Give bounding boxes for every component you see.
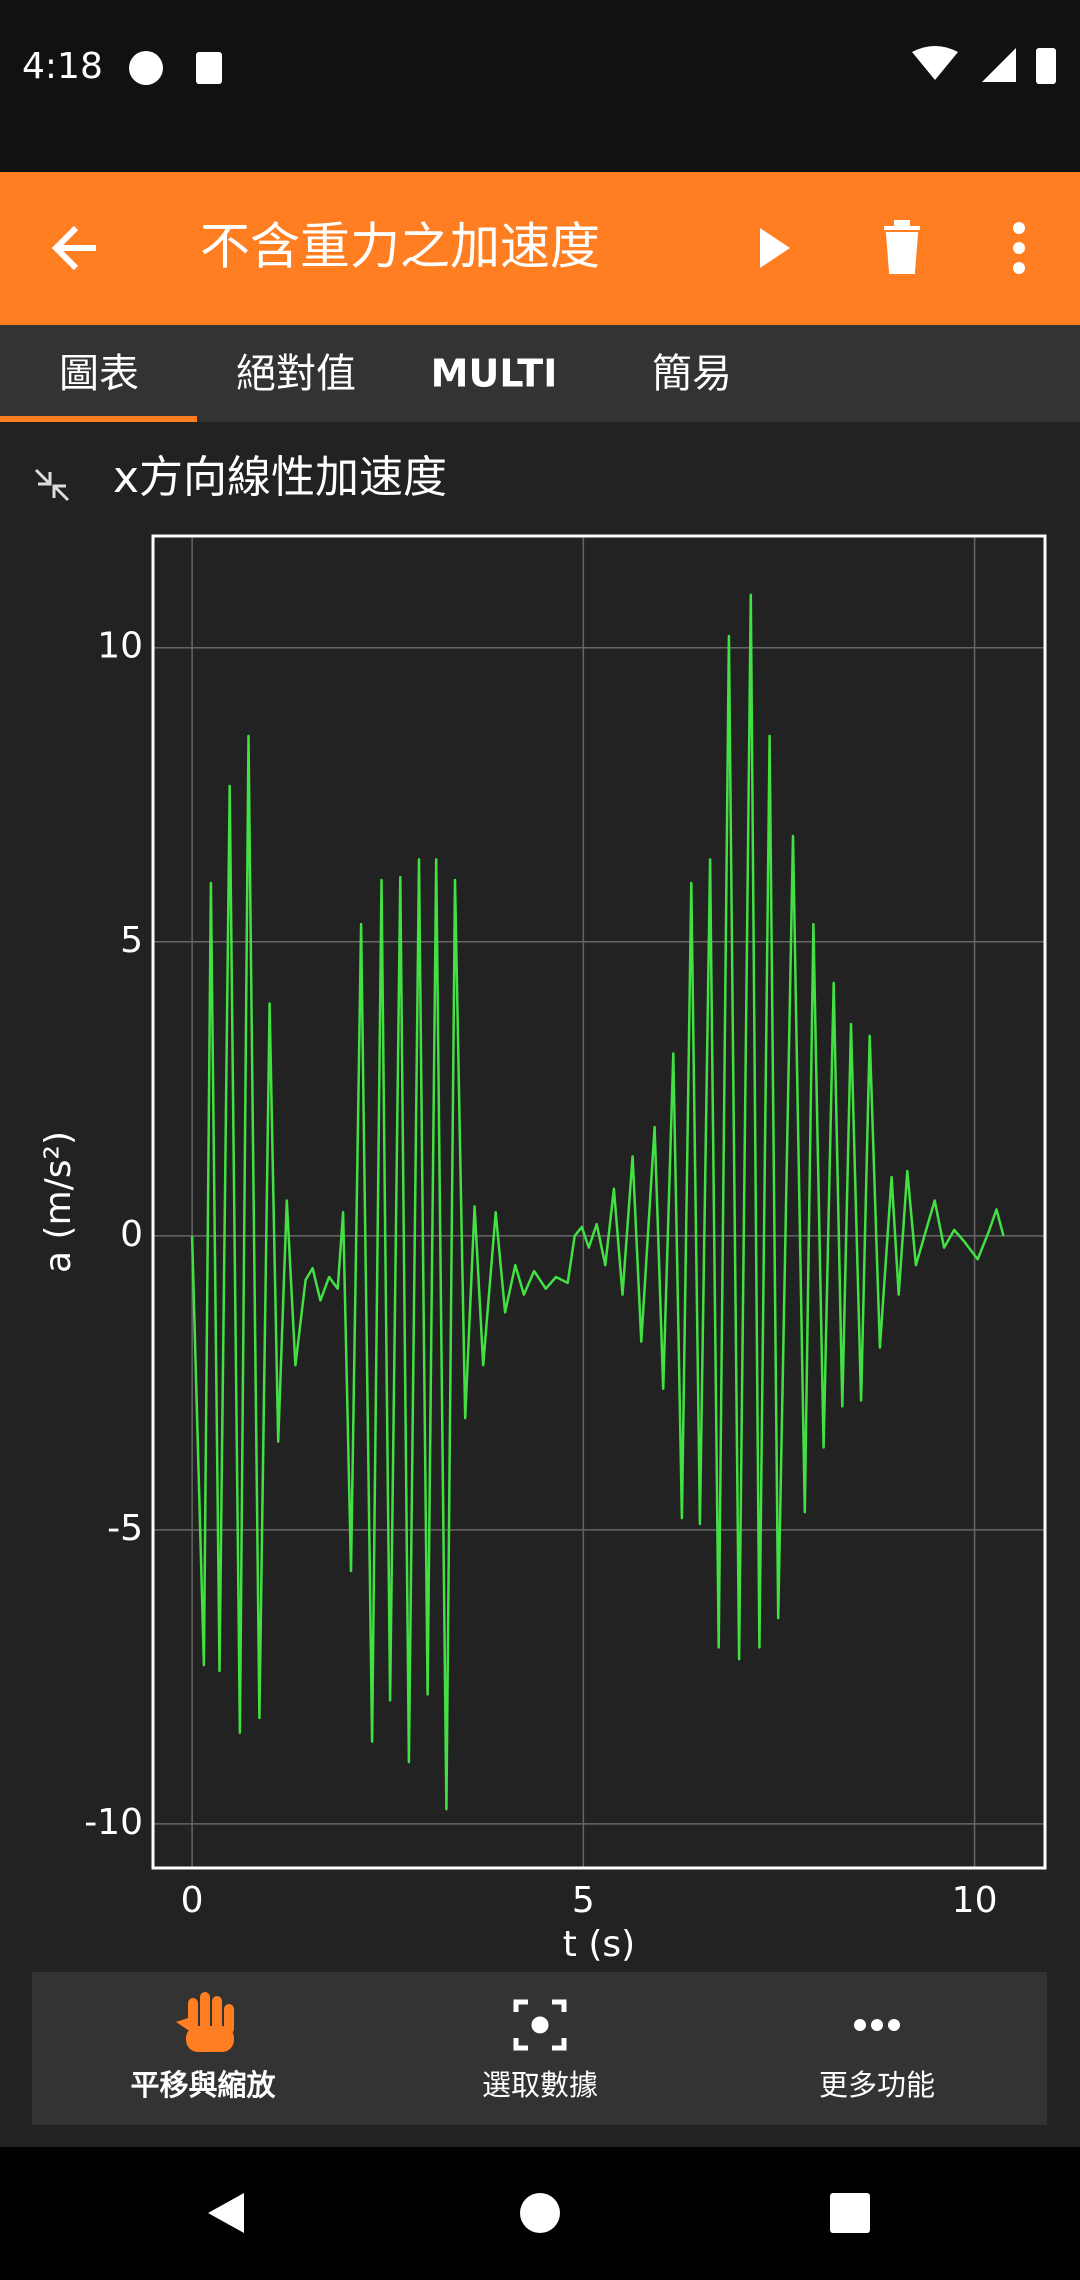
y-tick-label: 5	[120, 920, 143, 961]
back-button[interactable]	[51, 225, 96, 271]
x-axis-label: t (s)	[563, 1924, 635, 1965]
data-line	[190, 593, 1005, 1811]
status-icon	[129, 51, 163, 85]
y-tick-label: -5	[107, 1508, 143, 1549]
y-tick-label: 10	[97, 626, 143, 667]
pan-zoom-icon[interactable]	[176, 1992, 234, 2052]
tab[interactable]: 絕對值	[236, 351, 356, 397]
chart-title: x方向線性加速度	[113, 452, 447, 503]
tab[interactable]: 圖表	[59, 351, 139, 397]
tab[interactable]: 簡易	[652, 351, 732, 397]
tab-bar	[0, 325, 1080, 422]
toolbar-label[interactable]: 更多功能	[819, 2068, 935, 2102]
x-tick-label: 10	[952, 1880, 998, 1921]
status-time: 4:18	[22, 46, 103, 87]
x-tick-label: 5	[572, 1880, 595, 1921]
app-title: 不含重力之加速度	[200, 218, 600, 276]
tab[interactable]: MULTI	[431, 352, 558, 396]
plot-frame	[151, 534, 1047, 1870]
menu-button[interactable]	[1013, 222, 1025, 274]
y-tick-label: 0	[120, 1214, 143, 1255]
signal-icon	[982, 48, 1016, 82]
nav-home[interactable]	[520, 2193, 560, 2233]
plot: -10 -5 0 5 10 0 5 10	[84, 534, 1047, 1921]
toolbar-label[interactable]: 選取數據	[482, 2068, 598, 2102]
toolbar	[32, 1972, 1047, 2125]
nav-recents[interactable]	[830, 2193, 870, 2233]
status-icon	[196, 52, 222, 84]
x-tick-label: 0	[181, 1880, 204, 1921]
more-icon[interactable]	[854, 2019, 900, 2031]
battery-icon	[1036, 48, 1056, 84]
status-bar	[0, 0, 1080, 172]
wifi-icon	[912, 46, 958, 80]
tab-indicator	[0, 416, 197, 422]
nav-back[interactable]	[208, 2193, 244, 2233]
y-tick-label: -10	[84, 1802, 143, 1843]
play-button[interactable]	[760, 228, 790, 268]
y-axis-label: a (m/s²)	[38, 1131, 79, 1273]
select-icon[interactable]	[513, 1999, 567, 2051]
toolbar-label[interactable]: 平移與縮放	[130, 2068, 276, 2102]
collapse-button[interactable]	[34, 468, 70, 502]
delete-button[interactable]	[884, 220, 920, 274]
